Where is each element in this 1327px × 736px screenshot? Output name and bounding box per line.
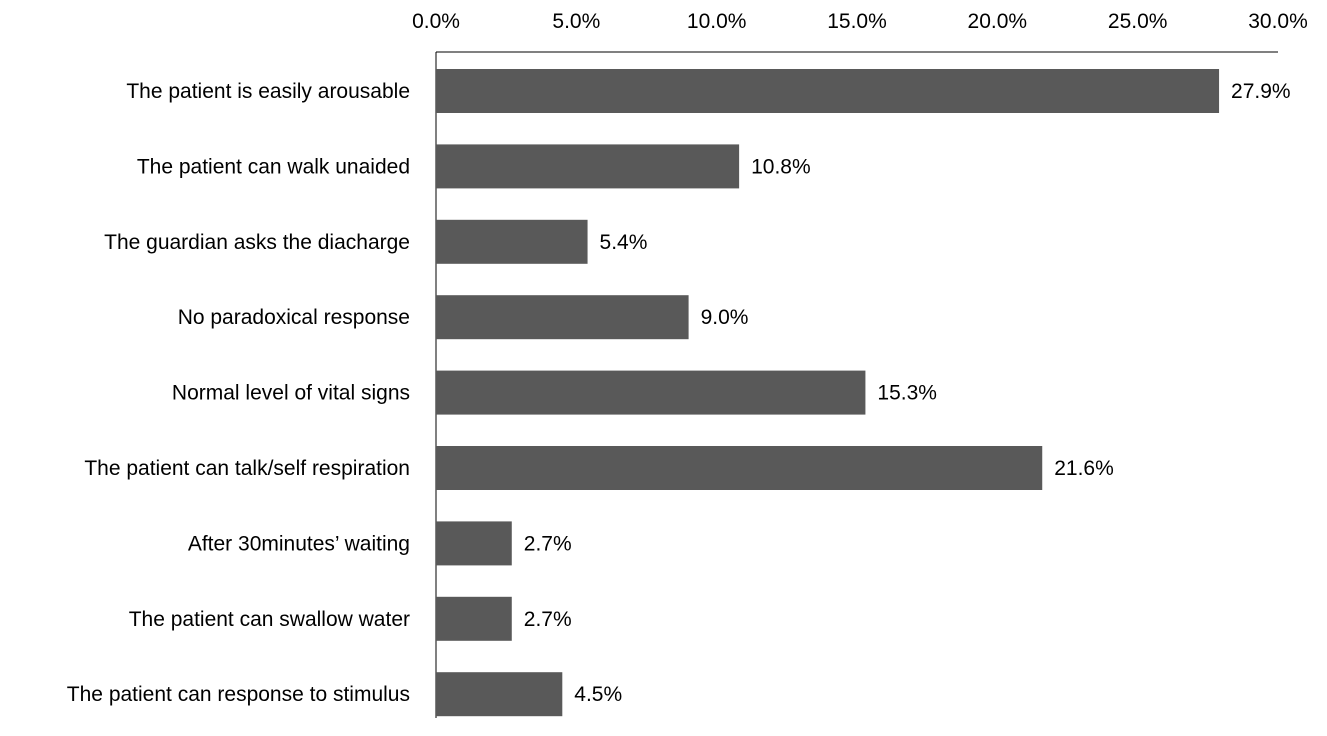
bar xyxy=(436,219,588,264)
value-label: 2.7% xyxy=(524,608,572,631)
value-label: 27.9% xyxy=(1231,80,1291,103)
category-label: The patient is easily arousable xyxy=(126,80,410,103)
bar xyxy=(436,144,740,189)
category-label: The patient can response to stimulus xyxy=(67,683,410,706)
bar xyxy=(436,370,866,415)
category-label: After 30minutes’ waiting xyxy=(188,532,410,555)
value-label: 9.0% xyxy=(701,306,749,329)
bars xyxy=(436,69,1220,717)
bar xyxy=(436,521,512,566)
bar xyxy=(436,672,563,717)
value-label: 21.6% xyxy=(1054,457,1114,480)
value-label: 2.7% xyxy=(524,532,572,555)
x-tick-label: 30.0% xyxy=(1248,10,1308,33)
category-label: No paradoxical response xyxy=(178,306,410,329)
bar xyxy=(436,295,689,340)
value-labels: 27.9% 10.8% 5.4% 9.0% 15.3% 21.6% 2.7% 2.7% 4.5% xyxy=(524,80,1291,706)
value-label: 15.3% xyxy=(877,382,937,405)
value-label: 4.5% xyxy=(574,683,622,706)
category-label: The patient can talk/self respiration xyxy=(84,457,410,480)
value-label: 5.4% xyxy=(600,231,648,254)
bar xyxy=(436,596,512,641)
bar xyxy=(436,69,1220,113)
x-tick-label: 10.0% xyxy=(687,10,747,33)
x-tick-label: 25.0% xyxy=(1108,10,1168,33)
category-label: The patient can swallow water xyxy=(129,608,410,631)
x-tick-label: 20.0% xyxy=(968,10,1028,33)
x-tick-label: 15.0% xyxy=(827,10,887,33)
category-label: The patient can walk unaided xyxy=(137,155,410,178)
category-label: Normal level of vital signs xyxy=(172,382,410,405)
bar xyxy=(436,446,1043,490)
x-tick-label: 5.0% xyxy=(552,10,600,33)
category-label: The guardian asks the diacharge xyxy=(104,231,410,254)
x-tick-label: 0.0% xyxy=(412,10,460,33)
category-labels: The patient is easily arousable The patie… xyxy=(67,80,410,706)
x-axis-ticks: 0.0% 5.0% 10.0% 15.0% 20.0% 25.0% 30.0% xyxy=(412,10,1308,33)
value-label: 10.8% xyxy=(751,155,811,178)
